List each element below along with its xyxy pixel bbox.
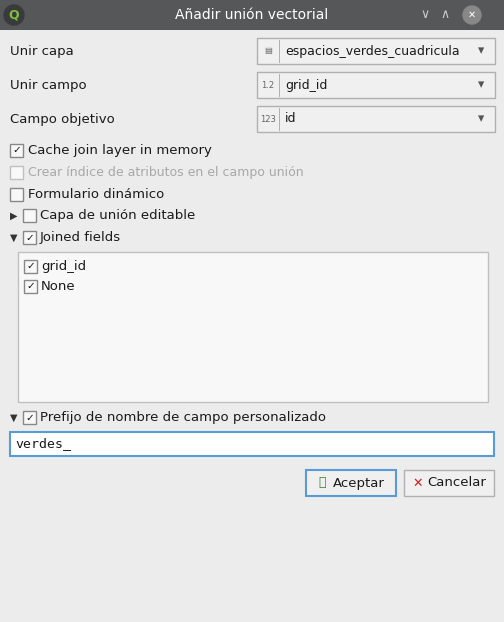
Text: ✓: ✓: [25, 412, 34, 422]
Text: Añadir unión vectorial: Añadir unión vectorial: [175, 8, 329, 22]
Bar: [257, 38, 495, 64]
Text: ▤: ▤: [264, 47, 272, 55]
Bar: [23, 231, 36, 244]
Text: verdes_: verdes_: [15, 437, 71, 450]
Text: Capa de unión editable: Capa de unión editable: [40, 210, 195, 223]
Text: ✓: ✓: [26, 261, 35, 271]
Bar: [257, 72, 495, 98]
Text: ▶: ▶: [10, 211, 18, 221]
Bar: [306, 470, 396, 496]
Text: 🌿: 🌿: [318, 476, 326, 490]
Circle shape: [4, 5, 24, 25]
Text: Cache join layer in memory: Cache join layer in memory: [28, 144, 212, 157]
Bar: [10, 166, 23, 179]
Text: ✕: ✕: [468, 10, 476, 20]
Text: ✓: ✓: [26, 282, 35, 292]
Text: ✓: ✓: [25, 233, 34, 243]
Bar: [24, 260, 37, 273]
Bar: [10, 188, 23, 201]
Text: ∧: ∧: [440, 9, 450, 22]
Circle shape: [463, 6, 481, 24]
Text: ∨: ∨: [420, 9, 429, 22]
Bar: [18, 252, 488, 402]
Bar: [23, 209, 36, 222]
Bar: [24, 280, 37, 293]
Bar: [10, 144, 23, 157]
Text: id: id: [285, 113, 296, 126]
Text: Campo objetivo: Campo objetivo: [10, 113, 115, 126]
Bar: [257, 106, 495, 132]
Text: 123: 123: [260, 114, 276, 124]
Text: ▼: ▼: [10, 413, 18, 423]
Text: ✕: ✕: [413, 476, 423, 490]
Text: ▾: ▾: [478, 78, 484, 91]
Text: Cancelar: Cancelar: [427, 476, 486, 490]
Text: ✓: ✓: [12, 146, 21, 156]
Bar: [0, 0, 504, 30]
Bar: [10, 432, 494, 456]
Text: Unir campo: Unir campo: [10, 78, 87, 91]
Text: Aceptar: Aceptar: [333, 476, 385, 490]
Text: None: None: [41, 280, 76, 293]
Bar: [404, 470, 494, 496]
Text: Unir capa: Unir capa: [10, 45, 74, 57]
Text: Joined fields: Joined fields: [40, 231, 121, 244]
Text: grid_id: grid_id: [41, 260, 86, 273]
Text: Crear índice de atributos en el campo unión: Crear índice de atributos en el campo un…: [28, 166, 303, 179]
Text: Q: Q: [9, 9, 19, 22]
Text: espacios_verdes_cuadricula: espacios_verdes_cuadricula: [285, 45, 460, 57]
Text: grid_id: grid_id: [285, 78, 328, 91]
Text: Formulario dinámico: Formulario dinámico: [28, 188, 164, 201]
Text: Prefijo de nombre de campo personalizado: Prefijo de nombre de campo personalizado: [40, 412, 326, 424]
Bar: [23, 411, 36, 424]
Text: 1.2: 1.2: [262, 80, 275, 90]
Text: ▼: ▼: [10, 233, 18, 243]
Text: ▾: ▾: [478, 113, 484, 126]
Text: ▾: ▾: [478, 45, 484, 57]
